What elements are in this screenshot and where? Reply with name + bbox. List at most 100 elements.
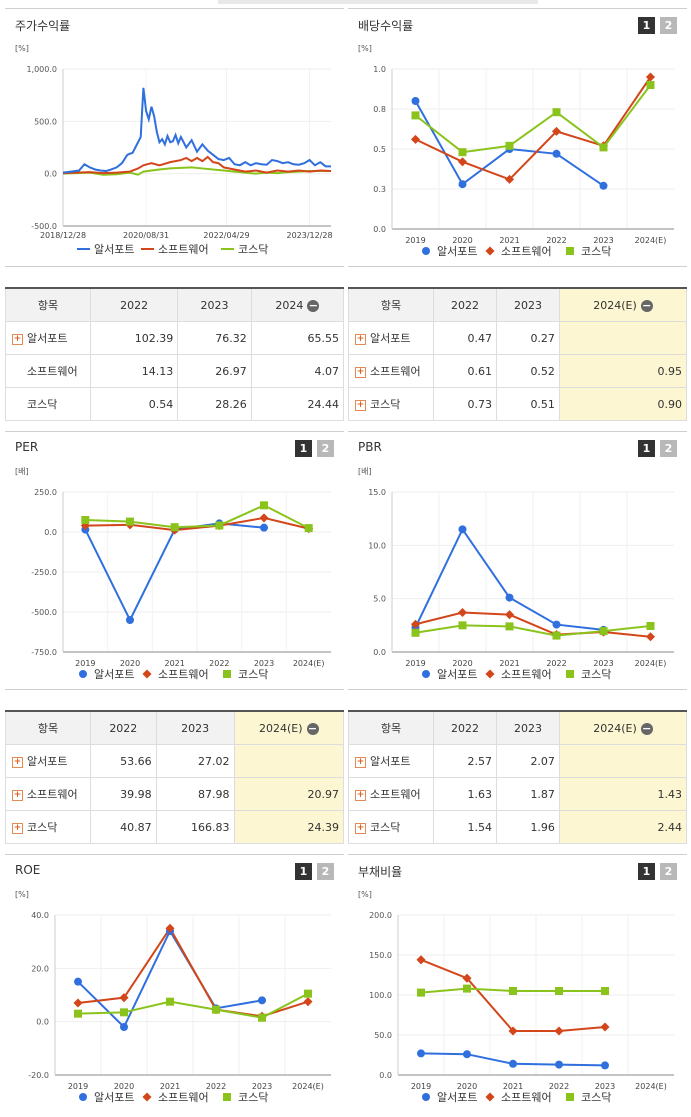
row-label: + 알서포트 bbox=[5, 321, 91, 355]
column-header: 2022 bbox=[433, 287, 497, 322]
expand-icon[interactable]: + bbox=[12, 789, 23, 801]
column-header-label: 2023 bbox=[513, 298, 542, 312]
y-tick-label: -20.0 bbox=[28, 1071, 49, 1080]
y-tick-label: 0.0 bbox=[373, 225, 386, 234]
data-point bbox=[505, 141, 514, 150]
y-tick-label: 0.3 bbox=[373, 185, 386, 194]
page-2-button[interactable]: 2 bbox=[660, 440, 677, 457]
expand-icon[interactable]: + bbox=[355, 756, 366, 768]
y-tick-label: 20.0 bbox=[31, 964, 49, 973]
page-2-button[interactable]: 2 bbox=[317, 863, 334, 880]
y-tick-label: 0.0 bbox=[44, 528, 57, 537]
series-line bbox=[415, 624, 651, 637]
data-point bbox=[504, 610, 515, 620]
table-cell: 0.51 bbox=[495, 387, 560, 421]
table-cell: 28.26 bbox=[177, 387, 252, 421]
data-point bbox=[555, 1060, 563, 1069]
column-header: 항목 bbox=[5, 710, 91, 745]
expand-icon[interactable]: + bbox=[355, 333, 366, 345]
panel-title: 주가수익률 bbox=[15, 19, 71, 33]
panel-pbr: PBR 1 2 [배] 15.0 10.0 5.0 0.0 2019 2020 2021 202… bbox=[348, 431, 687, 690]
row-label: 코스닥 bbox=[5, 387, 91, 421]
data-point bbox=[552, 620, 561, 629]
data-point bbox=[599, 143, 608, 152]
page-1-button[interactable]: 1 bbox=[638, 17, 655, 34]
data-point bbox=[304, 989, 312, 998]
table-cell: 87.98 bbox=[155, 777, 235, 811]
row-label: + 코스닥 bbox=[5, 810, 91, 844]
data-point bbox=[417, 1049, 425, 1058]
data-point bbox=[416, 955, 426, 965]
table-cell: 20.97 bbox=[233, 777, 345, 811]
legend-label: 알서포트 bbox=[437, 244, 477, 258]
table-cell bbox=[558, 744, 688, 778]
expand-icon[interactable]: + bbox=[12, 822, 23, 834]
panel-dividend-yield: 배당수익률 1 2 [%] 1.0 0.8 0.5 0.3 0.0 2019 2020 2021… bbox=[348, 8, 687, 267]
row-label: + 알서포트 bbox=[5, 744, 91, 778]
y-unit-label: [%] bbox=[358, 890, 372, 899]
dividend-yield-chart: [%] 1.0 0.8 0.5 0.3 0.0 2019 2020 2021 2022 2023 20… bbox=[358, 44, 674, 258]
row-label: + 알서포트 bbox=[348, 321, 434, 355]
data-point bbox=[126, 517, 134, 526]
page-2-button[interactable]: 2 bbox=[317, 440, 334, 457]
collapse-icon[interactable]: − bbox=[640, 298, 653, 312]
data-point bbox=[422, 247, 430, 255]
data-point bbox=[411, 628, 420, 637]
column-header: 2024(E) − bbox=[233, 710, 345, 745]
x-tick-label: 2021 bbox=[164, 659, 184, 668]
y-tick-label: -500.0 bbox=[31, 222, 57, 231]
column-header: 2023 bbox=[495, 287, 560, 322]
table-row: 코스닥 0.54 28.26 24.44 bbox=[5, 387, 345, 421]
panel-title: ROE bbox=[15, 863, 41, 877]
y-tick-label: 1,000.0 bbox=[26, 65, 57, 74]
expand-icon[interactable]: + bbox=[355, 399, 366, 411]
expand-icon[interactable]: + bbox=[355, 789, 366, 801]
column-header: 항목 bbox=[348, 710, 434, 745]
x-tick-label: 2021 bbox=[499, 659, 519, 668]
column-header-label: 2022 bbox=[109, 721, 138, 735]
x-tick-label: 2024(E) bbox=[293, 659, 325, 668]
row-label-text: 소프트웨어 bbox=[27, 788, 78, 801]
data-point bbox=[411, 97, 420, 105]
table-cell: 0.90 bbox=[558, 387, 688, 421]
row-label-text: 알서포트 bbox=[27, 332, 68, 345]
x-tick-label: 2020 bbox=[114, 1082, 134, 1091]
collapse-icon[interactable]: − bbox=[306, 721, 319, 735]
row-label-text: 코스닥 bbox=[370, 398, 401, 411]
row-label: 소프트웨어 bbox=[5, 354, 91, 388]
table-row: + 알서포트 102.39 76.32 65.55 bbox=[5, 321, 345, 355]
page-1-button[interactable]: 1 bbox=[295, 440, 312, 457]
table-cell: 1.63 bbox=[433, 777, 497, 811]
expand-icon[interactable]: + bbox=[355, 822, 366, 834]
collapse-icon[interactable]: − bbox=[307, 298, 320, 312]
table-header-row: 항목 2022 2023 2024(E) − bbox=[5, 710, 345, 745]
x-tick-label: 2023/12/28 bbox=[287, 231, 333, 240]
y-tick-label: 0.5 bbox=[373, 145, 386, 154]
x-tick-label: 2020 bbox=[457, 1082, 477, 1091]
series-line bbox=[77, 992, 309, 1019]
series-line bbox=[415, 76, 652, 181]
page-2-button[interactable]: 2 bbox=[660, 17, 677, 34]
legend-label: 소프트웨어 bbox=[158, 668, 209, 681]
legend-label: 알서포트 bbox=[437, 1090, 477, 1104]
row-label: + 소프트웨어 bbox=[348, 777, 434, 811]
legend-label: 소프트웨어 bbox=[501, 1091, 552, 1104]
collapse-icon[interactable]: − bbox=[640, 721, 653, 735]
page-1-button[interactable]: 1 bbox=[295, 863, 312, 880]
table-row: + 코스닥 40.87 166.83 24.39 bbox=[5, 810, 345, 844]
x-tick-label: 2024(E) bbox=[635, 236, 667, 245]
top-tab-strip bbox=[218, 0, 538, 4]
x-tick-label: 2023 bbox=[252, 1082, 272, 1091]
page-1-button[interactable]: 1 bbox=[638, 863, 655, 880]
column-header: 2023 bbox=[177, 287, 252, 322]
expand-icon[interactable]: + bbox=[12, 756, 23, 768]
data-point bbox=[304, 524, 313, 533]
table-cell bbox=[558, 321, 688, 355]
page-1-button[interactable]: 1 bbox=[638, 440, 655, 457]
table-cell: 26.97 bbox=[177, 354, 252, 388]
table-cell: 40.87 bbox=[90, 810, 157, 844]
expand-icon[interactable]: + bbox=[355, 366, 366, 378]
page-2-button[interactable]: 2 bbox=[660, 863, 677, 880]
row-label-text: 코스닥 bbox=[27, 821, 58, 834]
expand-icon[interactable]: + bbox=[12, 333, 23, 345]
